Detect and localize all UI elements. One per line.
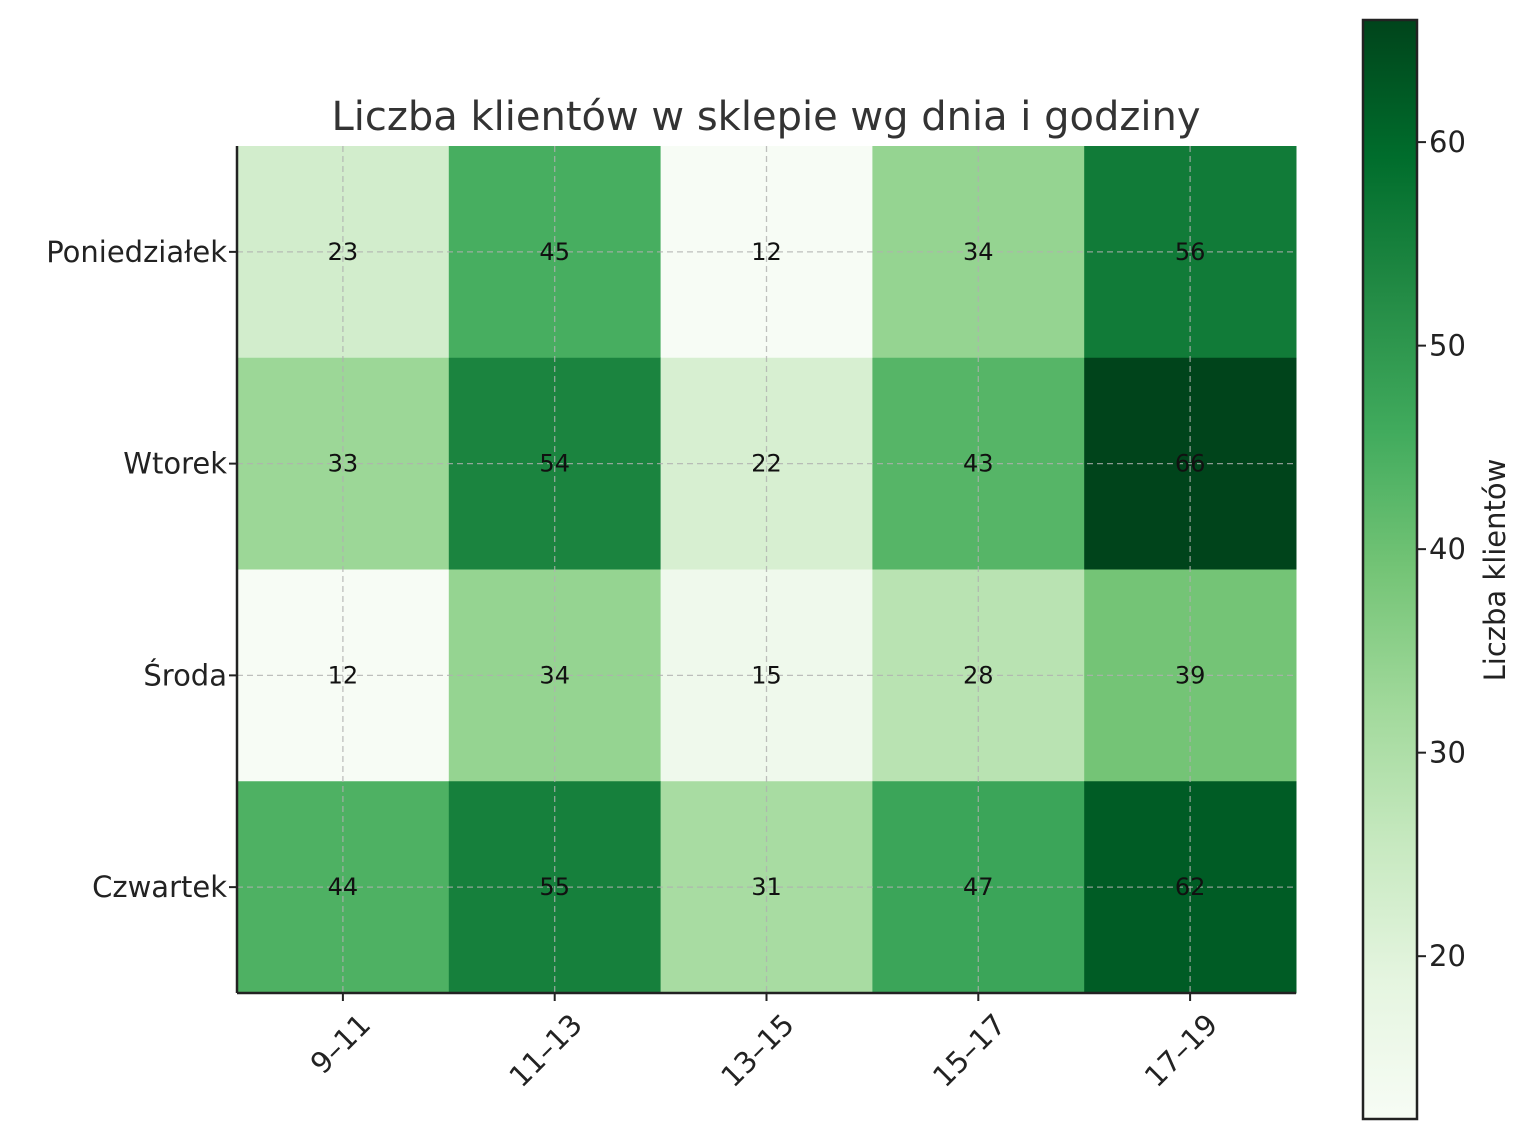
cell-value-label: 45 <box>539 238 570 266</box>
colorbar-label: Liczba klientów <box>1478 459 1512 682</box>
heatmap-cell <box>448 357 662 570</box>
y-tick-label: Środa <box>143 658 227 692</box>
cell-value-label: 33 <box>328 450 359 478</box>
x-axis-ticks: 9–11 11–13 13–15 15–17 17–19 <box>304 993 1224 1094</box>
cell-value-label: 44 <box>328 873 359 901</box>
cell-value-label: 39 <box>1175 661 1206 689</box>
x-tick-label: 17–19 <box>1138 1007 1224 1093</box>
cell-value-label: 23 <box>328 238 359 266</box>
cell-value-label: 55 <box>539 873 570 901</box>
colorbar: 20 30 40 50 60 Liczba klientów <box>1361 18 1512 1121</box>
y-axis-ticks: Poniedziałek Wtorek Środa Czwartek <box>46 235 237 904</box>
colorbar-gradient <box>1361 18 1419 1121</box>
cell-value-label: 34 <box>539 661 570 689</box>
cell-value-label: 12 <box>751 238 782 266</box>
cell-value-label: 12 <box>328 661 359 689</box>
x-tick-label: 9–11 <box>304 1007 377 1080</box>
grid-lines <box>237 146 1296 993</box>
cell-value-label: 54 <box>539 450 570 478</box>
cell-value-label: 31 <box>751 873 782 901</box>
x-tick-label: 11–13 <box>502 1007 588 1093</box>
cell-value-label: 47 <box>963 873 994 901</box>
y-tick-label: Czwartek <box>92 870 227 904</box>
y-tick-label: Wtorek <box>123 447 227 481</box>
x-tick-label: 15–17 <box>926 1007 1012 1093</box>
cell-value-label: 34 <box>963 238 994 266</box>
cell-value-label: 28 <box>963 661 994 689</box>
cell-value-label: 43 <box>963 450 994 478</box>
colorbar-tick-label: 20 <box>1429 939 1466 973</box>
y-tick-label: Poniedziałek <box>46 235 227 269</box>
cell-value-label: 15 <box>751 661 782 689</box>
chart-title: Liczba klientów w sklepie wg dnia i godz… <box>331 94 1200 140</box>
cell-value-label: 62 <box>1175 873 1206 901</box>
cell-labels: 23 45 12 34 56 33 54 22 43 66 12 34 15 28 39 44 55 31 47 62 <box>328 238 1206 901</box>
cell-value-label: 22 <box>751 450 782 478</box>
cell-value-label: 56 <box>1175 238 1206 266</box>
colorbar-ticks: 20 30 40 50 60 <box>1417 125 1466 973</box>
colorbar-tick-label: 50 <box>1429 329 1466 363</box>
colorbar-tick-label: 60 <box>1429 125 1466 159</box>
cell-value-label: 66 <box>1175 450 1206 478</box>
colorbar-tick-label: 40 <box>1429 532 1466 566</box>
x-tick-label: 13–15 <box>714 1007 800 1093</box>
colorbar-tick-label: 30 <box>1429 736 1466 770</box>
